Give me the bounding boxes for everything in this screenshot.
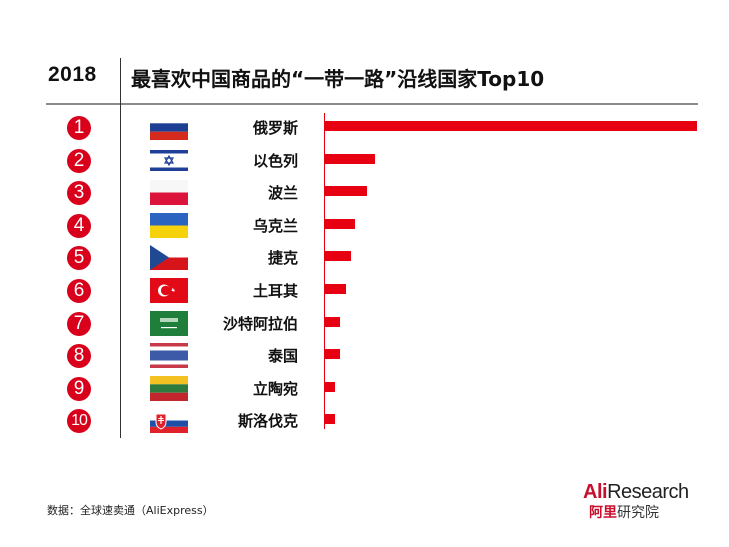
turkey-flag-icon bbox=[150, 278, 188, 303]
rank-badge: 6 bbox=[67, 279, 91, 303]
bar bbox=[325, 381, 335, 392]
rank-badge: 4 bbox=[67, 213, 91, 238]
thailand-flag-icon bbox=[150, 343, 188, 369]
logo-ali-text: Ali bbox=[583, 481, 608, 503]
country-label: 泰国 bbox=[267, 347, 298, 366]
rank-badge: 5 bbox=[67, 246, 91, 271]
rank-badge: 7 bbox=[67, 311, 91, 336]
country-label: 捷克 bbox=[267, 249, 298, 268]
vertical-divider bbox=[120, 58, 121, 438]
rank-badge: 10 bbox=[67, 409, 91, 434]
country-label: 乌克兰 bbox=[252, 216, 298, 235]
slovakia-flag-icon bbox=[150, 408, 188, 434]
lithuania-flag-icon bbox=[150, 375, 188, 401]
bar bbox=[325, 284, 346, 294]
country-label: 斯洛伐克 bbox=[237, 412, 298, 431]
country-label: 土耳其 bbox=[252, 282, 298, 300]
logo-research-text: Research bbox=[607, 481, 689, 503]
logo-cn-red: 阿里 bbox=[589, 505, 617, 521]
table-row: 1 俄罗斯 bbox=[0, 112, 729, 144]
table-row: 10 斯洛伐克 bbox=[0, 405, 729, 437]
chart-title: 最喜欢中国商品的“一带一路”沿线国家Top10 bbox=[131, 67, 545, 91]
year-label: 2018 bbox=[48, 63, 97, 86]
country-label: 沙特阿拉伯 bbox=[222, 314, 298, 333]
rank-badge: 9 bbox=[67, 376, 91, 401]
bar bbox=[325, 121, 697, 131]
bar bbox=[325, 349, 340, 360]
bar bbox=[325, 218, 355, 229]
aliresearch-logo: AliResearch 阿里研究院 bbox=[583, 481, 689, 521]
rank-badge: 2 bbox=[67, 148, 91, 173]
table-row: 3 波兰 bbox=[0, 177, 729, 209]
bar bbox=[325, 414, 335, 425]
table-row: 6 土耳其 bbox=[0, 275, 729, 307]
country-label: 波兰 bbox=[267, 184, 298, 203]
country-label: 以色列 bbox=[252, 151, 298, 170]
country-label: 立陶宛 bbox=[252, 379, 298, 398]
bar bbox=[325, 251, 351, 262]
ukraine-flag-icon bbox=[150, 212, 188, 238]
rank-badge: 3 bbox=[67, 181, 91, 206]
header-divider bbox=[46, 103, 698, 105]
rank-badge: 8 bbox=[67, 344, 91, 369]
bar-axis bbox=[324, 113, 325, 429]
rank-badge: 1 bbox=[67, 116, 91, 140]
israel-flag-icon bbox=[150, 147, 188, 173]
logo-cn-gray: 研究院 bbox=[617, 505, 659, 521]
country-label: 俄罗斯 bbox=[252, 119, 298, 137]
table-row: 4 乌克兰 bbox=[0, 210, 729, 242]
saudi-arabia-flag-icon bbox=[150, 310, 188, 336]
bar bbox=[325, 316, 340, 327]
bar bbox=[325, 153, 375, 164]
logo-chinese-text: 阿里研究院 bbox=[589, 502, 659, 522]
table-row: 9 立陶宛 bbox=[0, 373, 729, 405]
poland-flag-icon bbox=[150, 180, 188, 206]
data-source: 数据：全球速卖通（AliExpress） bbox=[47, 504, 214, 517]
table-row: 8 泰国 bbox=[0, 340, 729, 372]
table-row: 2 以色列 bbox=[0, 145, 729, 177]
table-row: 7 沙特阿拉伯 bbox=[0, 308, 729, 340]
table-row: 5 捷克 bbox=[0, 242, 729, 274]
russia-flag-icon bbox=[150, 115, 188, 140]
czech-flag-icon bbox=[150, 245, 188, 271]
bar bbox=[325, 186, 367, 197]
